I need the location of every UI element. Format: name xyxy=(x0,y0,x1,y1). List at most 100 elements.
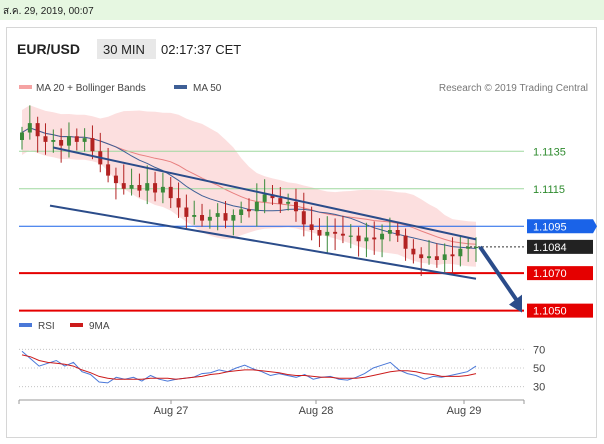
level-label: 1.1050 xyxy=(533,306,567,318)
candle-body xyxy=(466,246,471,249)
level-tag xyxy=(527,219,597,234)
candle-body xyxy=(301,211,306,225)
datetime-label: ส.ค. 29, 2019, 00:07 xyxy=(3,6,94,17)
candle-body xyxy=(325,231,330,236)
candle-body xyxy=(247,209,251,212)
candle-body xyxy=(35,123,40,137)
rsi-tick-label: 30 xyxy=(533,382,545,394)
candle-body xyxy=(293,201,298,212)
bollinger-band xyxy=(21,105,477,267)
source-label: Research © 2019 Trading Central xyxy=(439,83,588,94)
candle-body xyxy=(106,164,111,176)
rsi-legend-swatch xyxy=(19,323,32,327)
candle-body xyxy=(59,140,64,146)
candle-body xyxy=(43,136,48,142)
bb-legend-label: MA 20 + Bollinger Bands xyxy=(36,83,146,94)
candle-body xyxy=(153,183,158,193)
candle-body xyxy=(192,215,197,217)
candle-body xyxy=(262,194,267,202)
candle-body xyxy=(184,207,189,217)
candle-body xyxy=(270,194,275,199)
candle-body xyxy=(474,246,478,249)
candle-body xyxy=(215,213,220,217)
candle-body xyxy=(66,136,71,146)
candle-body xyxy=(82,138,87,142)
candle-body xyxy=(434,256,439,260)
candle-body xyxy=(317,230,322,236)
rsi-tick-label: 50 xyxy=(533,363,545,375)
candle-body xyxy=(286,201,291,204)
ma9-line xyxy=(21,354,477,380)
price-tags: 1.1135 1.1115 1.1095 1.1084 1.1070 1.1050 xyxy=(527,146,597,318)
candle-body xyxy=(20,132,24,140)
candle-body xyxy=(348,235,353,237)
x-axis-ticks: Aug 27 Aug 28 Aug 29 xyxy=(18,400,525,417)
candle-body xyxy=(113,175,118,184)
ma50-legend-label: MA 50 xyxy=(193,83,222,94)
level-label: 1.1135 xyxy=(533,146,566,158)
candle-body xyxy=(380,233,385,240)
level-tag xyxy=(527,239,593,254)
channel-lower xyxy=(49,204,477,280)
candle-body xyxy=(121,183,126,189)
projection-shaft xyxy=(478,245,519,302)
projection-arrow xyxy=(478,245,522,313)
trend-channel xyxy=(49,146,477,280)
date-bar: ส.ค. 29, 2019, 00:07 xyxy=(0,0,604,20)
candle-body xyxy=(160,186,165,193)
candle-body xyxy=(27,123,32,133)
candle-body xyxy=(231,215,236,221)
candle-body xyxy=(90,138,95,152)
rsi-line xyxy=(21,350,477,384)
candle-body xyxy=(137,185,142,191)
candle-body xyxy=(200,215,205,221)
time-label: 02:17:37 CET xyxy=(161,42,241,57)
channel-upper xyxy=(53,146,477,241)
candle-body xyxy=(239,209,244,215)
interval-label: 30 MIN xyxy=(103,42,145,57)
candle-body xyxy=(427,256,432,259)
candle-body xyxy=(129,185,134,189)
candle-body xyxy=(403,235,408,249)
candle-body xyxy=(395,230,400,236)
symbol-label: EUR/USD xyxy=(17,41,80,57)
level-label: 1.1084 xyxy=(533,242,567,254)
level-label: 1.1070 xyxy=(533,268,567,280)
interval-box xyxy=(97,39,156,59)
level-label: 1.1115 xyxy=(533,184,565,196)
ma9-legend-swatch xyxy=(70,323,83,327)
candle-body xyxy=(356,235,361,242)
candle-body xyxy=(419,254,424,259)
candle-body xyxy=(309,224,314,230)
ma9-legend-label: 9MA xyxy=(89,321,110,332)
candle-body xyxy=(387,230,392,234)
candle-body xyxy=(333,231,338,234)
x-tick-label: Aug 28 xyxy=(299,405,334,417)
rsi-legend-label: RSI xyxy=(38,321,55,332)
candle-body xyxy=(145,183,150,191)
candle-body xyxy=(442,254,447,260)
ma50-legend-swatch xyxy=(174,85,187,89)
chart-frame xyxy=(6,27,597,438)
candle-body xyxy=(74,136,79,142)
projection-head xyxy=(509,294,522,313)
candle-body xyxy=(168,186,173,199)
level-label: 1.1095 xyxy=(533,221,567,233)
candle-body xyxy=(254,201,259,212)
candle-body xyxy=(176,198,181,208)
candle-body xyxy=(458,248,463,257)
bb-legend-swatch xyxy=(19,85,32,89)
candle-body xyxy=(278,198,283,204)
rsi-tick-label: 70 xyxy=(533,344,545,356)
candle-body xyxy=(51,140,56,142)
candle-body xyxy=(411,248,416,255)
x-tick-label: Aug 29 xyxy=(447,405,482,417)
level-tag xyxy=(527,303,593,318)
x-tick-label: Aug 27 xyxy=(154,405,189,417)
candle-body xyxy=(340,233,345,236)
candle-body xyxy=(364,237,369,242)
candle-body xyxy=(223,213,228,221)
candle-body xyxy=(372,237,377,240)
bollinger-fill xyxy=(22,105,476,267)
